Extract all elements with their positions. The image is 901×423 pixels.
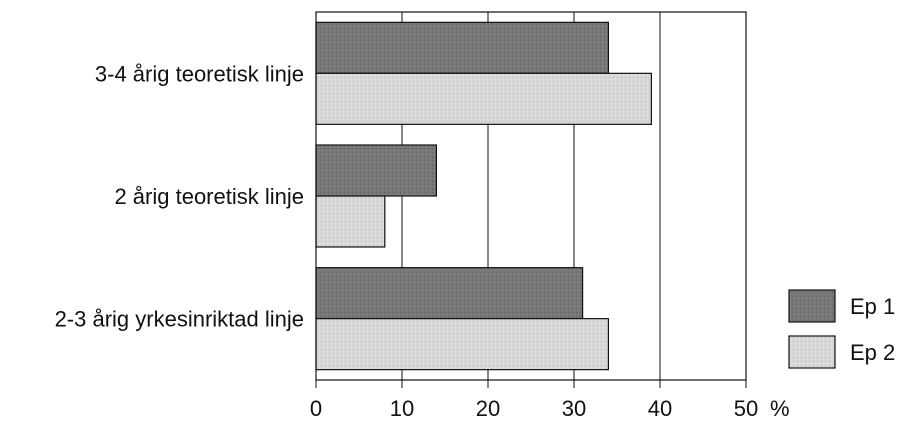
x-tick-label: 10 (390, 396, 414, 421)
category-label: 2-3 årig yrkesinriktad linje (55, 307, 304, 332)
bar-2-2 (315, 195, 386, 248)
x-tick-label: 40 (648, 396, 672, 421)
legend-label: Ep 1 (850, 294, 895, 319)
x-tick-label: 30 (562, 396, 586, 421)
x-axis: % 0 10 20 30 40 50 (310, 380, 790, 421)
bar-2-3 (315, 318, 609, 371)
legend: Ep 1 Ep 2 (788, 289, 895, 369)
category-labels: 3-4 årig teoretisk linje 2 årig teoretisk… (55, 61, 304, 331)
x-tick-label: 0 (310, 396, 322, 421)
x-tick-label: 20 (476, 396, 500, 421)
bars-layer (315, 21, 652, 371)
bar-1-1 (315, 21, 609, 74)
plot-frame (315, 11, 747, 381)
x-tick-label: 50 (734, 396, 758, 421)
legend-label: Ep 2 (850, 340, 895, 365)
category-label: 3-4 årig teoretisk linje (95, 61, 304, 86)
bar-1-3 (315, 267, 584, 320)
category-label: 2 årig teoretisk linje (114, 184, 304, 209)
bar-1-2 (315, 144, 438, 197)
legend-swatch (788, 335, 836, 369)
x-axis-unit: % (770, 396, 790, 421)
legend-swatch (788, 289, 836, 323)
bar-2-1 (315, 72, 652, 125)
